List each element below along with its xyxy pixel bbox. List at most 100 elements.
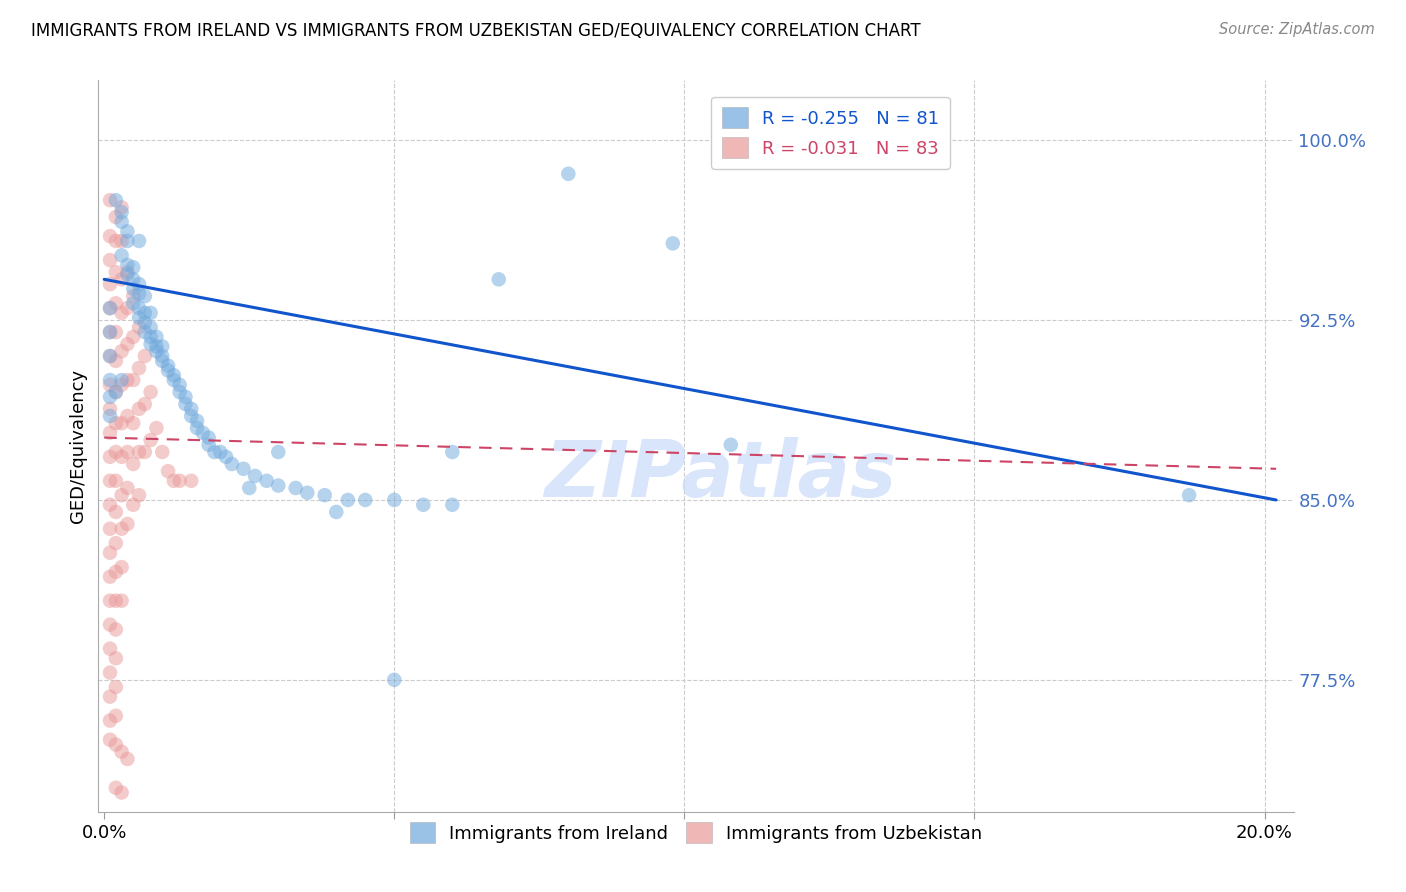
Point	[98, 390, 121, 404]
Point	[117, 337, 139, 351]
Point	[98, 409, 121, 423]
Point	[98, 498, 121, 512]
Text: IMMIGRANTS FROM IRELAND VS IMMIGRANTS FROM UZBEKISTAN GED/EQUIVALENCY CORRELATIO: IMMIGRANTS FROM IRELAND VS IMMIGRANTS FR…	[31, 22, 921, 40]
Point	[98, 665, 121, 680]
Point	[157, 363, 180, 377]
Point	[111, 306, 134, 320]
Point	[111, 205, 134, 219]
Point	[117, 373, 139, 387]
Point	[354, 492, 377, 507]
Point	[145, 421, 167, 435]
Point	[98, 325, 121, 339]
Point	[117, 224, 139, 238]
Point	[128, 488, 150, 502]
Point	[163, 373, 186, 387]
Point	[98, 546, 121, 560]
Point	[128, 320, 150, 334]
Point	[145, 344, 167, 359]
Point	[314, 488, 336, 502]
Point	[134, 316, 156, 330]
Point	[150, 349, 173, 363]
Point	[111, 593, 134, 607]
Point	[104, 708, 127, 723]
Point	[104, 680, 127, 694]
Point	[104, 738, 127, 752]
Point	[111, 248, 134, 262]
Point	[180, 401, 202, 416]
Point	[111, 234, 134, 248]
Point	[122, 296, 145, 310]
Point	[128, 286, 150, 301]
Point	[111, 377, 134, 392]
Point	[186, 414, 208, 428]
Point	[145, 339, 167, 353]
Point	[117, 516, 139, 531]
Point	[134, 397, 156, 411]
Point	[180, 409, 202, 423]
Point	[111, 488, 134, 502]
Point	[117, 481, 139, 495]
Point	[98, 425, 121, 440]
Point	[145, 330, 167, 344]
Point	[150, 445, 173, 459]
Point	[720, 438, 742, 452]
Point	[98, 690, 121, 704]
Point	[98, 349, 121, 363]
Point	[111, 785, 134, 799]
Point	[157, 359, 180, 373]
Point	[98, 377, 121, 392]
Point	[128, 445, 150, 459]
Point	[98, 229, 121, 244]
Point	[104, 416, 127, 430]
Point	[163, 368, 186, 383]
Point	[1178, 488, 1201, 502]
Point	[104, 210, 127, 224]
Point	[134, 306, 156, 320]
Point	[111, 745, 134, 759]
Point	[139, 385, 162, 400]
Point	[98, 349, 121, 363]
Point	[104, 780, 127, 795]
Point	[243, 469, 266, 483]
Point	[104, 296, 127, 310]
Point	[122, 457, 145, 471]
Point	[98, 301, 121, 315]
Point	[128, 234, 150, 248]
Point	[128, 277, 150, 292]
Text: Source: ZipAtlas.com: Source: ZipAtlas.com	[1219, 22, 1375, 37]
Point	[98, 193, 121, 207]
Point	[197, 438, 219, 452]
Point	[104, 505, 127, 519]
Point	[382, 492, 405, 507]
Point	[174, 390, 197, 404]
Point	[98, 450, 121, 464]
Point	[557, 167, 579, 181]
Point	[117, 258, 139, 272]
Point	[98, 373, 121, 387]
Point	[98, 277, 121, 292]
Point	[122, 373, 145, 387]
Point	[128, 310, 150, 325]
Point	[122, 272, 145, 286]
Point	[169, 377, 191, 392]
Point	[150, 354, 173, 368]
Point	[336, 492, 359, 507]
Point	[111, 373, 134, 387]
Point	[139, 330, 162, 344]
Point	[139, 337, 162, 351]
Point	[215, 450, 238, 464]
Point	[98, 325, 121, 339]
Point	[104, 623, 127, 637]
Point	[98, 301, 121, 315]
Text: ZIPatlas: ZIPatlas	[544, 437, 896, 513]
Point	[117, 752, 139, 766]
Point	[117, 268, 139, 282]
Point	[98, 401, 121, 416]
Point	[128, 301, 150, 315]
Point	[104, 354, 127, 368]
Point	[284, 481, 307, 495]
Point	[111, 215, 134, 229]
Point	[111, 200, 134, 214]
Point	[122, 498, 145, 512]
Point	[111, 344, 134, 359]
